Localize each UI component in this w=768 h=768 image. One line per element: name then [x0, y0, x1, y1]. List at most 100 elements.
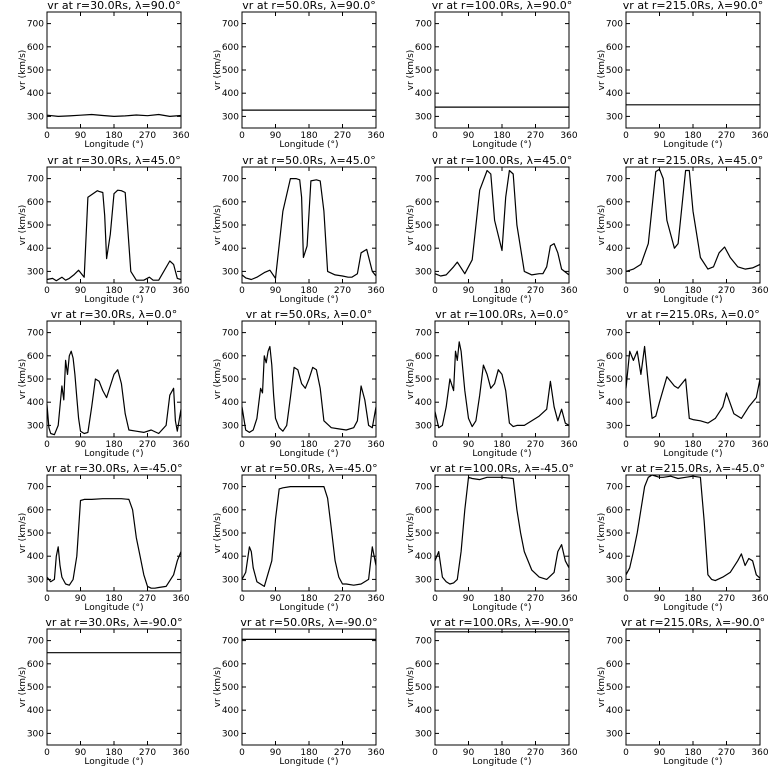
y-tick-label: 400 — [27, 552, 44, 562]
y-tick-label: 300 — [606, 575, 623, 585]
panel-title: vr at r=215.0Rs, λ=0.0° — [626, 308, 759, 321]
x-tick-label: 360 — [172, 440, 189, 450]
x-tick-label: 360 — [560, 748, 577, 758]
x-axis-label: Longitude (°) — [663, 295, 722, 305]
x-tick-label: 180 — [300, 748, 317, 758]
y-tick-label: 700 — [415, 483, 432, 493]
x-tick-label: 360 — [172, 594, 189, 604]
x-tick-label: 180 — [493, 131, 510, 141]
chart-panel: vr at r=215.0Rs, λ=-90.0° 0 90 180 270 360 300… — [597, 616, 768, 767]
chart-panel: vr at r=215.0Rs, λ=-45.0° 0 90 180 270 360 300… — [597, 462, 768, 613]
x-tick-label: 90 — [270, 594, 282, 604]
y-tick-label: 300 — [27, 729, 44, 739]
panel-title: vr at r=100.0Rs, λ=-45.0° — [430, 462, 574, 475]
x-tick-label: 360 — [751, 748, 768, 758]
y-tick-label: 600 — [27, 198, 44, 208]
x-tick-label: 270 — [527, 131, 544, 141]
y-tick-label: 600 — [606, 198, 623, 208]
x-tick-label: 90 — [463, 748, 475, 758]
panel-title: vr at r=100.0Rs, λ=-90.0° — [430, 616, 574, 629]
plot-frame — [241, 474, 377, 592]
plot-frame — [46, 320, 182, 438]
y-tick-label: 400 — [415, 398, 432, 408]
x-tick-label: 0 — [623, 594, 629, 604]
x-tick-label: 180 — [300, 131, 317, 141]
chart-panel: vr at r=100.0Rs, λ=-90.0° 0 90 180 270 360 300… — [406, 616, 578, 767]
y-axis-label: vr (km/s) — [406, 359, 416, 400]
series-line — [46, 189, 182, 282]
x-tick-label: 360 — [751, 594, 768, 604]
x-axis-label: Longitude (°) — [279, 295, 338, 305]
y-tick-label: 600 — [415, 506, 432, 516]
x-tick-label: 0 — [432, 131, 438, 141]
y-tick-label: 700 — [27, 20, 44, 30]
plot-frame — [625, 628, 761, 746]
x-tick-label: 360 — [172, 286, 189, 296]
y-tick-label: 400 — [415, 244, 432, 254]
x-axis-label: Longitude (°) — [663, 757, 722, 767]
y-tick-label: 400 — [222, 244, 239, 254]
y-tick-label: 600 — [27, 506, 44, 516]
x-tick-label: 360 — [172, 748, 189, 758]
plot-frame — [241, 628, 377, 746]
y-tick-label: 500 — [222, 529, 239, 539]
y-tick-label: 700 — [415, 20, 432, 30]
series-line — [625, 474, 761, 582]
x-axis-label: Longitude (°) — [279, 449, 338, 459]
series-line — [625, 168, 761, 272]
y-axis-label: vr (km/s) — [18, 359, 28, 400]
y-tick-label: 400 — [222, 552, 239, 562]
plot-frame — [46, 11, 182, 129]
x-tick-label: 180 — [300, 286, 317, 296]
x-axis-label: Longitude (°) — [663, 449, 722, 459]
x-tick-label: 90 — [463, 594, 475, 604]
panel-title: vr at r=215.0Rs, λ=-90.0° — [621, 616, 765, 629]
y-tick-label: 600 — [222, 506, 239, 516]
x-tick-label: 0 — [623, 286, 629, 296]
x-tick-label: 180 — [105, 131, 122, 141]
y-tick-label: 600 — [415, 198, 432, 208]
x-axis-label: Longitude (°) — [84, 757, 143, 767]
x-tick-label: 270 — [139, 286, 156, 296]
x-tick-label: 270 — [139, 131, 156, 141]
panel-title: vr at r=100.0Rs, λ=45.0° — [432, 154, 572, 167]
y-tick-label: 300 — [606, 267, 623, 277]
y-tick-label: 400 — [27, 89, 44, 99]
chart-panel: vr at r=30.0Rs, λ=0.0° 0 90 180 270 360 300 400… — [18, 308, 190, 459]
y-axis-label: vr (km/s) — [213, 205, 223, 246]
y-tick-label: 400 — [415, 552, 432, 562]
panel-title: vr at r=50.0Rs, λ=-90.0° — [240, 616, 377, 629]
plot-frame — [625, 474, 761, 592]
y-tick-label: 700 — [222, 637, 239, 647]
x-tick-label: 180 — [300, 594, 317, 604]
x-tick-label: 270 — [527, 594, 544, 604]
y-axis-label: vr (km/s) — [406, 50, 416, 91]
y-tick-label: 300 — [27, 112, 44, 122]
chart-panel: vr at r=215.0Rs, λ=0.0° 0 90 180 270 360 300 40… — [597, 308, 768, 459]
y-tick-label: 400 — [222, 706, 239, 716]
x-tick-label: 0 — [239, 748, 245, 758]
y-tick-label: 300 — [606, 112, 623, 122]
y-tick-label: 700 — [27, 329, 44, 339]
plot-frame — [46, 628, 182, 746]
x-axis-label: Longitude (°) — [84, 603, 143, 613]
x-axis-label: Longitude (°) — [663, 603, 722, 613]
x-tick-label: 0 — [623, 440, 629, 450]
chart-panel: vr at r=50.0Rs, λ=45.0° 0 90 180 270 360 300 40… — [213, 154, 385, 305]
x-axis-label: Longitude (°) — [472, 295, 531, 305]
x-tick-label: 360 — [751, 131, 768, 141]
x-tick-label: 360 — [560, 594, 577, 604]
x-tick-label: 180 — [684, 440, 701, 450]
y-tick-label: 600 — [606, 43, 623, 53]
y-tick-label: 400 — [606, 706, 623, 716]
x-tick-label: 180 — [493, 286, 510, 296]
x-tick-label: 270 — [718, 440, 735, 450]
plot-frame — [241, 166, 377, 284]
x-tick-label: 360 — [367, 594, 384, 604]
y-tick-label: 600 — [606, 506, 623, 516]
x-tick-label: 0 — [239, 131, 245, 141]
x-tick-label: 0 — [44, 748, 50, 758]
plot-frame — [625, 166, 761, 284]
chart-panel: vr at r=50.0Rs, λ=-45.0° 0 90 180 270 360 300 4… — [213, 462, 385, 613]
